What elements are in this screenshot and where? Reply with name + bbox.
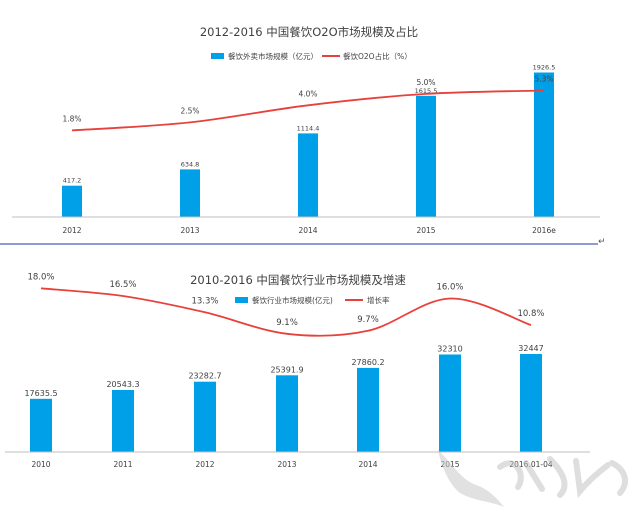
chart-o2o-market: 2012-2016 中国餐饮O2O市场规模及占比 餐饮外卖市场规模（亿元） 餐饮… <box>12 25 600 235</box>
x-tick-label: 2013 <box>277 460 296 469</box>
bar-2016e <box>534 72 554 217</box>
line-value-label: 5.3% <box>534 75 553 84</box>
bar-2015 <box>439 354 461 452</box>
chart-title: 2010-2016 中国餐饮行业市场规模及增速 <box>190 273 406 287</box>
x-tick-label: 2010 <box>31 460 50 469</box>
bar-value-label: 25391.9 <box>270 365 303 374</box>
growth-line <box>40 287 532 337</box>
line-value-label: 16.0% <box>436 283 463 293</box>
bar-value-label: 1615.5 <box>415 87 438 95</box>
bar-2010 <box>30 398 52 452</box>
bar-value-label: 23282.7 <box>188 372 221 381</box>
line-value-label: 9.1% <box>276 318 298 328</box>
legend-label-bar: 餐饮外卖市场规模（亿元） <box>228 51 318 61</box>
line-value-label: 13.3% <box>191 296 218 306</box>
watermark-logo <box>438 450 629 507</box>
x-tick-label: 2012 <box>195 460 214 469</box>
bar-series: 417.2 634.8 1114.4 1615.5 1926.5 <box>62 64 556 217</box>
line-value-label: 2.5% <box>180 106 199 115</box>
x-tick-label: 2012 <box>62 226 81 235</box>
bar-value-label: 32447 <box>518 344 543 353</box>
bar-2015 <box>416 95 436 217</box>
bar-2013 <box>180 169 200 217</box>
legend: 餐饮外卖市场规模（亿元） 餐饮O2O占比（%） <box>211 51 412 61</box>
x-tick-label: 2011 <box>113 460 132 469</box>
line-series: 1.8% 2.5% 4.0% 5.0% 5.3% <box>62 75 554 132</box>
growth-line <box>71 89 545 132</box>
line-value-label: 5.0% <box>416 78 435 87</box>
legend-label-line: 增长率 <box>367 295 390 305</box>
x-tick-label: 2015 <box>416 226 435 235</box>
x-tick-label: 2016.01-04 <box>509 460 552 469</box>
line-series: 18.0% 16.5% 13.3% 9.1% 9.7% 16.0% 10.8% <box>27 272 545 337</box>
bar-value-label: 32310 <box>437 345 462 354</box>
line-value-label: 16.5% <box>109 280 136 290</box>
bar-value-label: 1926.5 <box>533 64 556 72</box>
return-mark-icon: ↵ <box>598 237 606 247</box>
bar-value-label: 20543.3 <box>106 380 139 389</box>
legend-label-bar: 餐饮行业市场规模(亿元) <box>252 295 333 305</box>
line-value-label: 10.8% <box>517 309 544 319</box>
line-value-label: 18.0% <box>27 272 54 282</box>
script-strokes <box>497 456 629 499</box>
x-tick-label: 2014 <box>358 460 377 469</box>
chart-title: 2012-2016 中国餐饮O2O市场规模及占比 <box>200 25 418 39</box>
bird-icon <box>438 450 504 507</box>
bar-2014 <box>298 133 318 217</box>
bar-2011 <box>112 390 134 452</box>
bar-2012 <box>194 381 216 452</box>
x-tick-label: 2013 <box>180 226 199 235</box>
bar-2013 <box>276 375 298 452</box>
line-value-label: 1.8% <box>62 114 81 123</box>
legend-label-line: 餐饮O2O占比（%） <box>343 51 412 61</box>
bar-value-label: 417.2 <box>63 177 82 185</box>
bar-2012 <box>62 185 82 217</box>
legend-swatch-bar <box>235 297 248 303</box>
legend: 餐饮行业市场规模(亿元) 增长率 <box>235 295 390 305</box>
legend-swatch-bar <box>211 53 224 59</box>
bar-value-label: 17635.5 <box>24 389 57 398</box>
bar-value-label: 634.8 <box>181 160 200 168</box>
bar-series: 17635.5 20543.3 23282.7 25391.9 27860.2 32310… <box>24 344 544 452</box>
chart-catering-market: 2010-2016 中国餐饮行业市场规模及增速 餐饮行业市场规模(亿元) 增长率… <box>5 272 590 469</box>
bar-2014 <box>357 367 379 452</box>
bar-value-label: 27860.2 <box>351 358 384 367</box>
x-tick-label: 2014 <box>298 226 317 235</box>
line-value-label: 4.0% <box>298 89 317 98</box>
line-value-label: 9.7% <box>357 315 379 325</box>
x-tick-labels: 2012 2013 2014 2015 2016e <box>62 226 556 235</box>
bar-2016.01-04 <box>520 354 542 452</box>
bar-value-label: 1114.4 <box>297 124 320 132</box>
x-tick-label: 2016e <box>532 226 556 235</box>
